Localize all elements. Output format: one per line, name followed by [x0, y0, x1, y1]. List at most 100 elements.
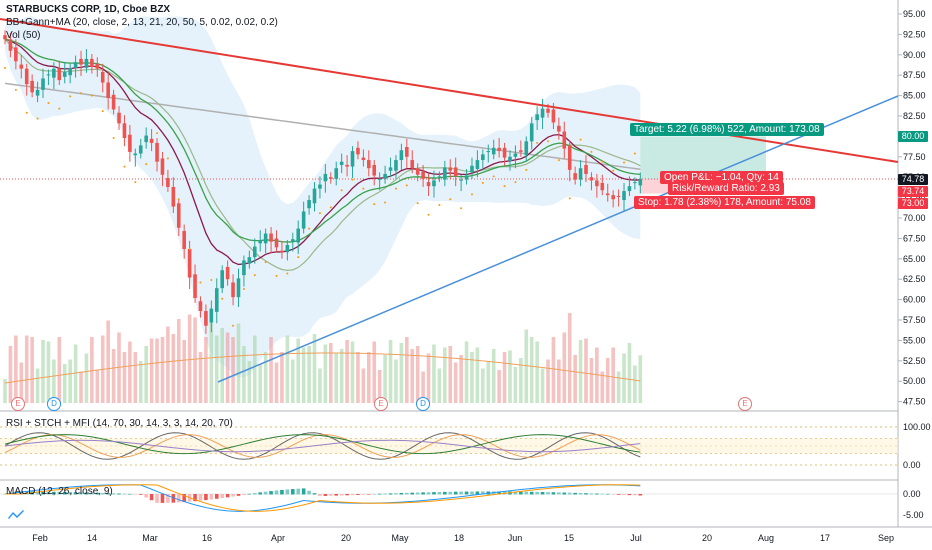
volume-bar	[578, 340, 583, 403]
rsi-tick-label: 0.00	[903, 460, 921, 470]
macd-histogram-bar	[149, 494, 154, 501]
volume-bar	[166, 326, 170, 403]
volume-bar	[269, 337, 273, 403]
volume-bar	[57, 337, 62, 403]
parabolic-sar-dot	[460, 207, 463, 210]
candle-body	[475, 160, 480, 170]
parabolic-sar-dot	[188, 248, 191, 251]
time-axis-label: 14	[87, 533, 97, 543]
time-axis-label: Feb	[32, 533, 48, 543]
candle-body	[204, 311, 208, 326]
macd-histogram-bar	[225, 494, 230, 498]
candle-body	[513, 153, 518, 157]
candle-body	[84, 58, 89, 68]
macd-histogram-bar	[171, 494, 176, 503]
candle-body	[426, 182, 431, 187]
volume-bar	[453, 362, 458, 403]
candle-body	[497, 147, 501, 152]
candle-body	[106, 82, 110, 99]
dividend-event-badge[interactable]: D	[47, 397, 61, 411]
macd-histogram-bar	[79, 492, 83, 495]
volume-bar	[73, 344, 78, 403]
macd-histogram-bar	[394, 493, 398, 495]
indicator-legend-bb-gann[interactable]: BB+Gann+MA (20, close, 2, 13, 21, 20, 50…	[6, 17, 278, 28]
volume-bar	[557, 359, 561, 403]
candle-body	[356, 147, 360, 155]
macd-histogram-bar	[367, 494, 371, 495]
macd-histogram-bar	[242, 494, 246, 496]
stop-label[interactable]: Stop: 1.78 (2.38%) 178, Amount: 75.08	[634, 196, 815, 209]
volume-bar	[562, 332, 567, 403]
rsi-legend[interactable]: RSI + STCH + MFI (14, 70, 30, 14, 3, 3, …	[6, 418, 233, 429]
time-axis-label: May	[391, 533, 409, 543]
parabolic-sar-dot	[503, 185, 506, 188]
target-label[interactable]: Target: 5.22 (6.98%) 522, Amount: 173.08	[630, 123, 824, 136]
macd-histogram-bar	[90, 492, 94, 495]
price-tick-label: 47.50	[903, 397, 926, 407]
open-pl-label[interactable]: Open P&L: −1.04, Qty: 14	[660, 171, 783, 184]
volume-bar	[14, 335, 18, 403]
macd-histogram-bar	[481, 491, 485, 495]
parabolic-sar-dot	[318, 212, 321, 215]
dividend-event-badge[interactable]: D	[416, 397, 430, 411]
candle-body	[138, 145, 143, 154]
ema-21-line	[4, 38, 641, 243]
macd-histogram-bar	[356, 494, 360, 495]
parabolic-sar-dot	[134, 181, 137, 184]
volume-bar	[149, 338, 154, 403]
parabolic-sar-dot	[221, 297, 224, 300]
candle-body	[117, 112, 121, 124]
volume-bar	[301, 347, 306, 403]
indicator-legend-volume[interactable]: Vol (50)	[6, 30, 41, 41]
tradingview-logo-icon[interactable]	[7, 508, 25, 520]
volume-bar	[214, 335, 219, 403]
macd-legend[interactable]: MACD (12, 26, close, 9)	[6, 486, 113, 497]
parabolic-sar-dot	[590, 150, 593, 153]
macd-histogram-bar	[540, 492, 545, 495]
parabolic-sar-dot	[492, 175, 495, 178]
macd-histogram-bar	[122, 493, 127, 495]
risk-reward-label[interactable]: Risk/Reward Ratio: 2.93	[668, 182, 784, 195]
parabolic-sar-dot	[416, 202, 419, 205]
volume-bar	[334, 353, 339, 403]
volume-bar	[133, 352, 138, 403]
volume-bar	[274, 362, 279, 403]
macd-histogram-bar	[616, 494, 621, 495]
candle-body	[551, 109, 556, 123]
earnings-event-badge[interactable]: E	[374, 397, 388, 411]
candle-body	[8, 39, 13, 51]
candle-body	[19, 64, 24, 69]
candle-body	[41, 78, 45, 90]
macd-histogram-bar	[68, 492, 72, 495]
candle-body	[149, 138, 154, 143]
parabolic-sar-dot	[470, 193, 473, 196]
macd-histogram-bar	[611, 494, 615, 495]
macd-histogram-bar	[567, 492, 572, 495]
macd-histogram-bar	[247, 493, 252, 495]
volume-bar	[90, 337, 94, 403]
parabolic-sar-dot	[242, 287, 245, 290]
parabolic-sar-dot	[547, 140, 549, 143]
macd-histogram-bar	[475, 491, 480, 495]
price-tick-label: 55.00	[903, 335, 926, 345]
parabolic-sar-dot	[405, 184, 408, 187]
volume-bar	[497, 370, 501, 403]
candle-body	[30, 80, 34, 93]
candle-body	[52, 68, 56, 78]
macd-histogram-bar	[307, 490, 311, 495]
earnings-event-badge[interactable]: E	[738, 397, 752, 411]
macd-histogram-bar	[551, 492, 556, 495]
macd-tick-label: 0.00	[903, 489, 921, 499]
candle-body	[73, 62, 78, 68]
candle-body	[133, 153, 138, 156]
macd-histogram-bar	[19, 491, 24, 495]
candle-body	[415, 168, 420, 175]
parabolic-sar-dot	[633, 152, 636, 155]
volume-bar	[513, 367, 518, 403]
candle-body	[214, 288, 219, 312]
volume-bar	[540, 368, 545, 403]
volume-bar	[198, 352, 203, 403]
earnings-event-badge[interactable]: E	[11, 397, 25, 411]
